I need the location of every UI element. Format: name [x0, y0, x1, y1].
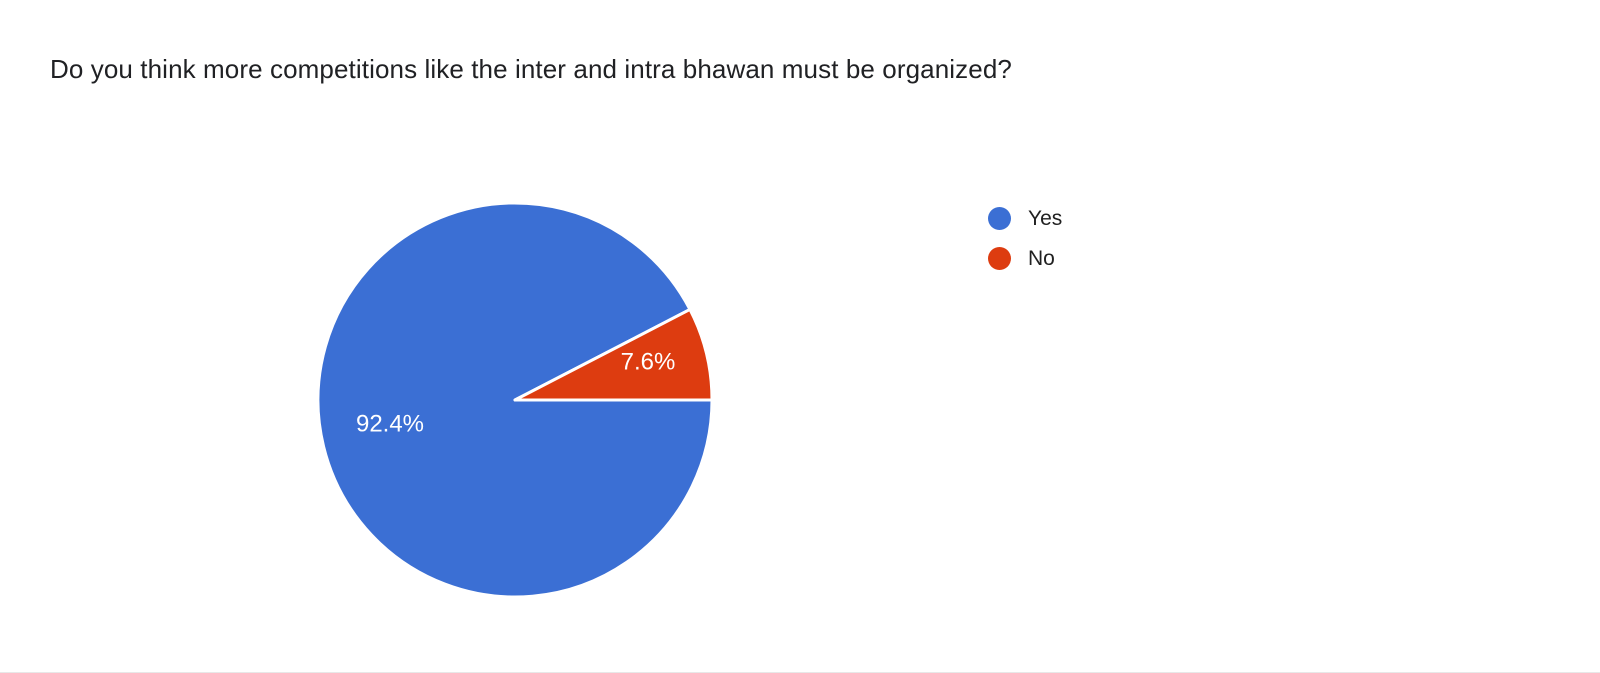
- pie-slice-no[interactable]: [513, 307, 714, 402]
- legend-item-no[interactable]: No: [988, 238, 1248, 278]
- legend-swatch-no-icon: [988, 246, 1011, 270]
- legend-swatch-yes-icon: [988, 206, 1011, 230]
- pie-slice-label-yes: 92.4%: [356, 410, 424, 437]
- chart-title: Do you think more competitions like the …: [50, 54, 1012, 84]
- legend-label-no: No: [1028, 246, 1055, 270]
- legend-label-yes: Yes: [1028, 206, 1063, 230]
- pie-slice-label-no: 7.6%: [621, 348, 676, 375]
- chart-legend: Yes No: [988, 198, 1248, 278]
- legend-item-yes[interactable]: Yes: [988, 198, 1248, 238]
